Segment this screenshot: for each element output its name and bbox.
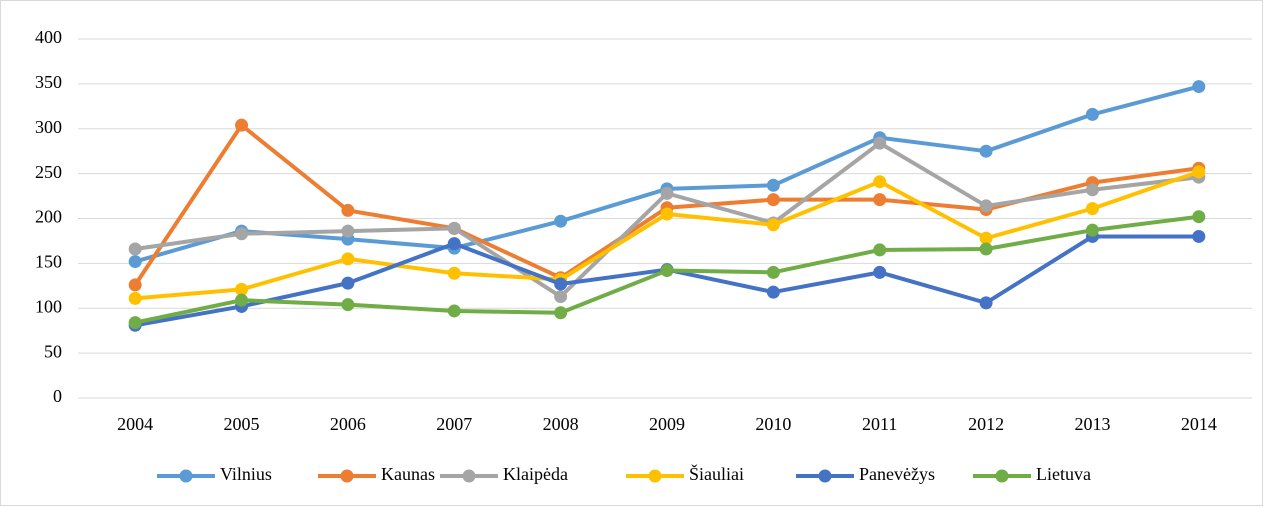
point (341, 298, 355, 312)
point (1085, 202, 1099, 216)
point (1085, 223, 1099, 237)
point (554, 306, 568, 320)
point (447, 237, 461, 251)
point (1192, 210, 1206, 224)
legend-label: Panevėžys (859, 464, 935, 484)
legend-swatch-dot (818, 469, 832, 483)
y-tick-label: 0 (53, 386, 62, 406)
point (979, 231, 993, 245)
point (766, 178, 780, 192)
y-tick-label: 400 (35, 27, 62, 47)
legend-swatch-dot (340, 469, 354, 483)
x-tick-label: 2008 (543, 414, 579, 434)
x-tick-label: 2013 (1074, 414, 1110, 434)
legend-swatch-dot (995, 469, 1009, 483)
point (873, 243, 887, 257)
x-tick-label: 2005 (224, 414, 260, 434)
legend-label: Kaunas (381, 464, 435, 484)
point (766, 193, 780, 207)
point (235, 293, 249, 307)
point (873, 265, 887, 279)
point (979, 296, 993, 310)
point (873, 136, 887, 150)
legend-label: Klaipėda (503, 464, 568, 484)
point (660, 207, 674, 221)
x-tick-label: 2012 (968, 414, 1004, 434)
point (554, 277, 568, 291)
point (873, 175, 887, 189)
legend-swatch-dot (462, 469, 476, 483)
point (979, 144, 993, 158)
point (447, 221, 461, 235)
point (447, 304, 461, 318)
point (235, 118, 249, 132)
point (660, 186, 674, 200)
point (341, 203, 355, 217)
point (766, 285, 780, 299)
point (766, 218, 780, 232)
point (660, 264, 674, 278)
point (341, 276, 355, 290)
point (235, 227, 249, 241)
x-tick-label: 2014 (1181, 414, 1217, 434)
y-tick-label: 350 (35, 72, 62, 92)
y-tick-label: 50 (44, 341, 62, 361)
point (128, 291, 142, 305)
x-tick-label: 2006 (330, 414, 366, 434)
point (979, 199, 993, 213)
point (554, 214, 568, 228)
x-tick-label: 2007 (436, 414, 472, 434)
point (873, 193, 887, 207)
point (341, 252, 355, 266)
x-tick-label: 2004 (117, 414, 153, 434)
point (235, 282, 249, 296)
point (128, 242, 142, 256)
point (447, 266, 461, 280)
point (979, 242, 993, 256)
point (1192, 229, 1206, 243)
y-tick-label: 100 (35, 296, 62, 316)
point (554, 290, 568, 304)
x-tick-label: 2011 (862, 414, 897, 434)
point (128, 316, 142, 330)
point (1192, 80, 1206, 94)
point (128, 278, 142, 292)
point (1192, 165, 1206, 179)
legend-label: Šiauliai (689, 463, 744, 484)
point (341, 224, 355, 238)
x-tick-label: 2009 (649, 414, 685, 434)
y-tick-label: 150 (35, 252, 62, 272)
point (128, 255, 142, 269)
y-tick-label: 250 (35, 162, 62, 182)
y-tick-label: 300 (35, 117, 62, 137)
legend-swatch-dot (179, 469, 193, 483)
point (1085, 183, 1099, 197)
legend-label: Vilnius (220, 464, 272, 484)
point (1085, 107, 1099, 121)
x-tick-label: 2010 (755, 414, 791, 434)
legend-swatch-dot (648, 469, 662, 483)
y-tick-label: 200 (35, 207, 62, 227)
legend-label: Lietuva (1036, 464, 1091, 484)
point (766, 265, 780, 279)
